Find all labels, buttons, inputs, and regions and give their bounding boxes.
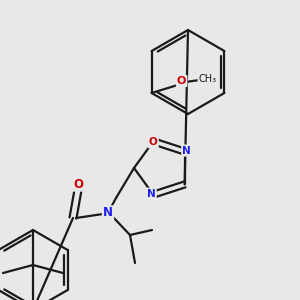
Text: N: N [147, 189, 156, 199]
Text: CH₃: CH₃ [199, 74, 217, 84]
Text: O: O [177, 76, 186, 86]
Text: N: N [103, 206, 113, 220]
Text: O: O [149, 137, 158, 147]
Text: N: N [182, 146, 191, 155]
Text: O: O [73, 178, 83, 190]
